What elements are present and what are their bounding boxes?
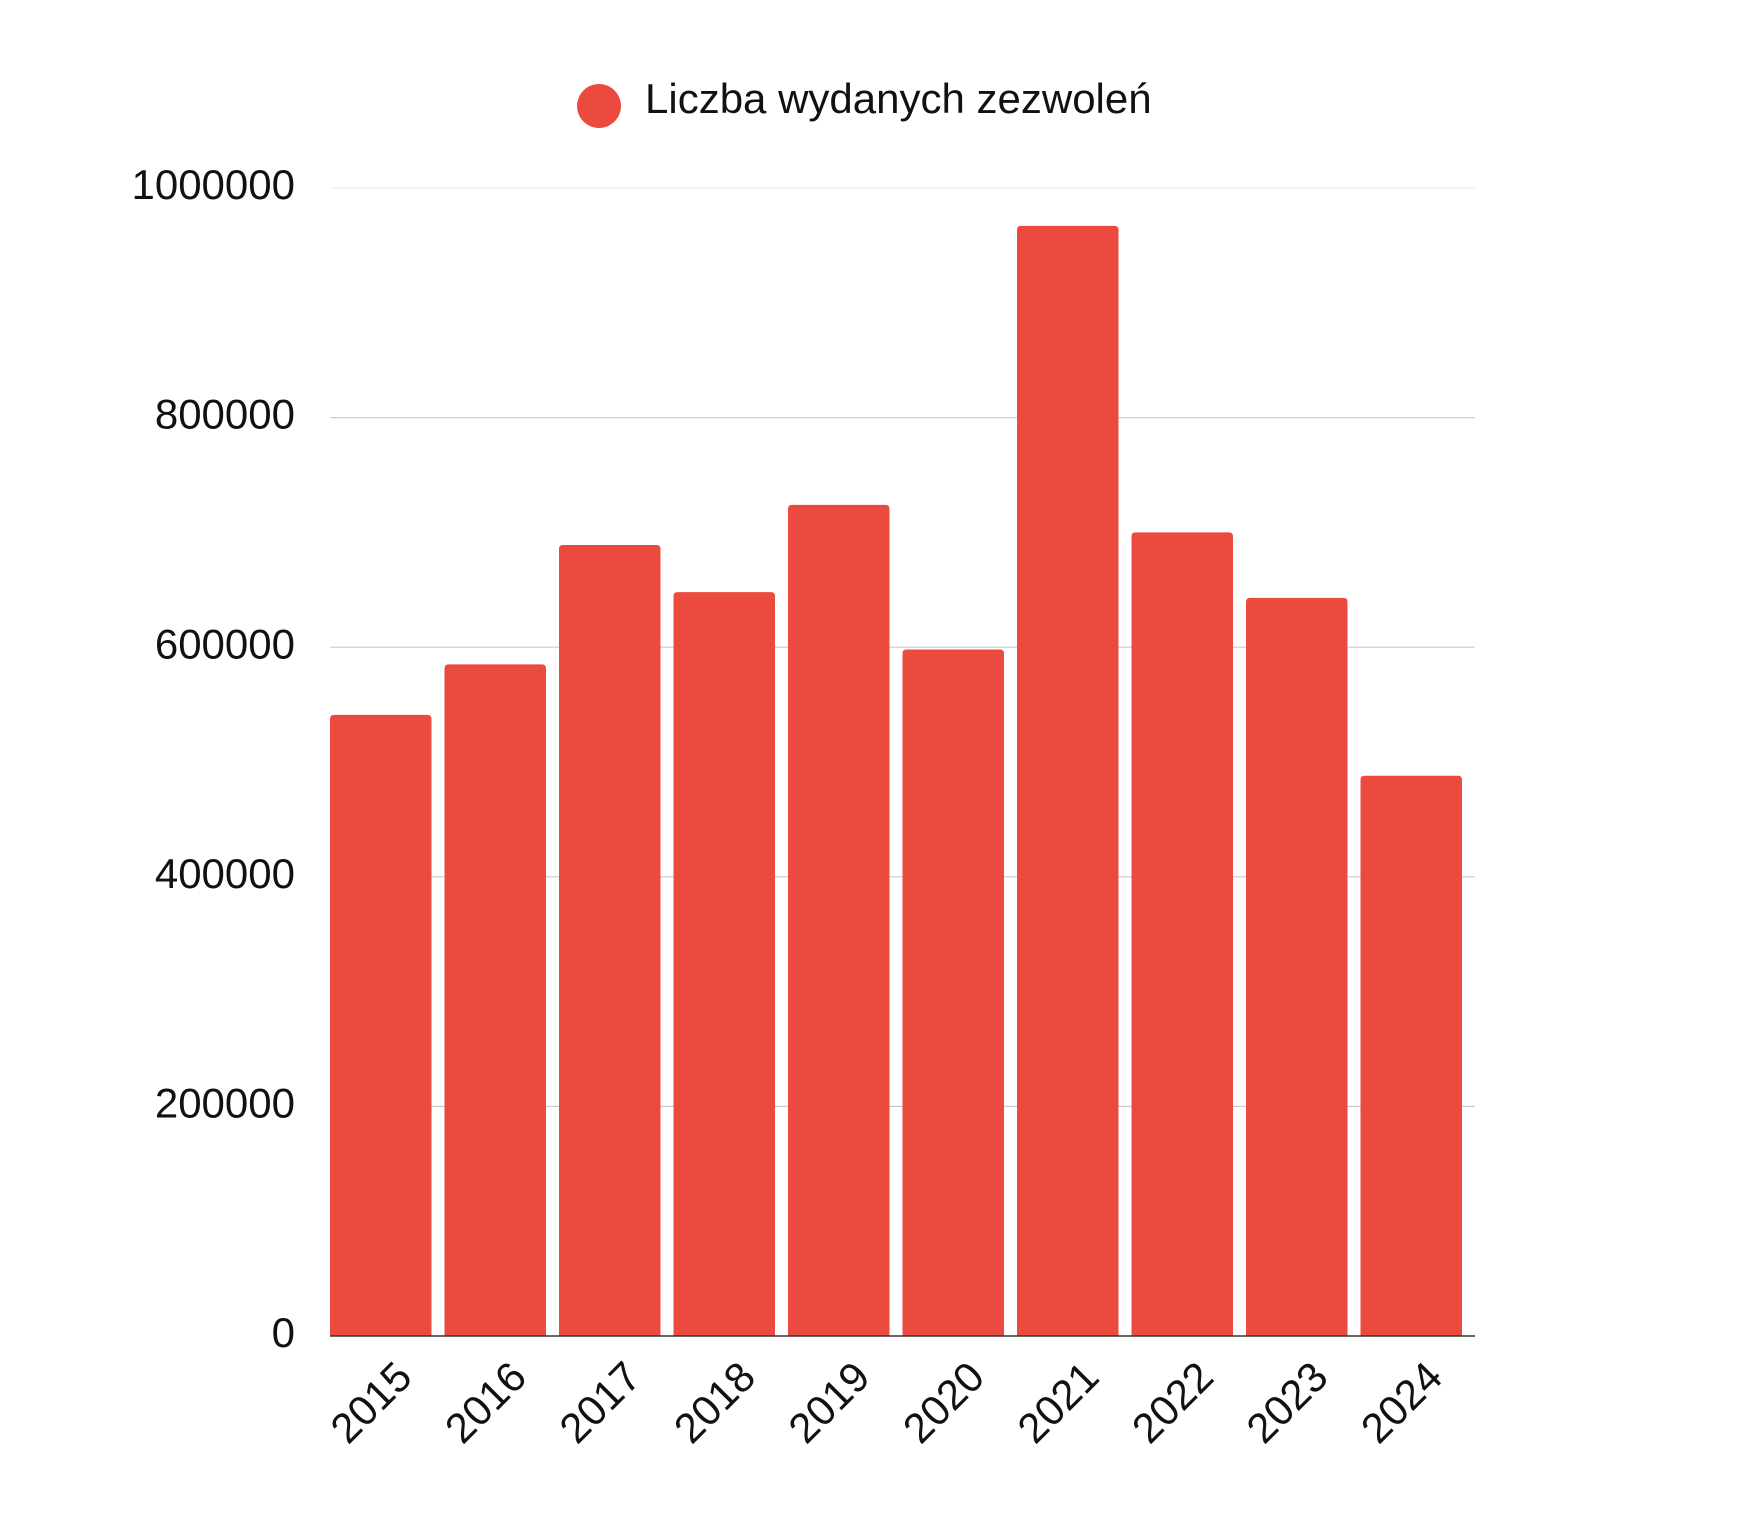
legend-swatch	[577, 84, 621, 128]
bar-2016	[444, 664, 546, 1336]
x-tick-label: 2017	[550, 1353, 649, 1452]
x-tick-label: 2023	[1237, 1353, 1336, 1452]
x-tick-label: 2018	[665, 1353, 764, 1452]
bar-2020	[902, 649, 1004, 1336]
y-tick-label: 600000	[155, 620, 295, 667]
legend-label: Liczba wydanych zezwoleń	[645, 75, 1152, 122]
x-tick-label: 2024	[1352, 1353, 1451, 1452]
bars	[330, 225, 1462, 1336]
x-tick-label: 2016	[436, 1353, 535, 1452]
bar-2021	[1017, 225, 1119, 1336]
bar-2015	[330, 714, 432, 1336]
y-tick-label: 800000	[155, 391, 295, 438]
y-tick-label: 0	[272, 1309, 295, 1356]
x-tick-label: 2021	[1008, 1353, 1107, 1452]
y-axis-ticks: 0 200000 400000 600000 800000 1000000	[131, 161, 295, 1356]
x-tick-label: 2022	[1123, 1353, 1222, 1452]
y-tick-label: 1000000	[131, 161, 295, 208]
bar-2019	[788, 504, 890, 1336]
x-axis-ticks: 2015 2016 2017 2018 2019 2020 2021 2022 2023 2024	[321, 1353, 1451, 1452]
x-tick-label: 2019	[779, 1353, 878, 1452]
bar-2024	[1360, 775, 1462, 1336]
x-tick-label: 2015	[321, 1353, 420, 1452]
bar-2017	[559, 545, 661, 1336]
x-tick-label: 2020	[894, 1353, 993, 1452]
bar-2022	[1131, 532, 1233, 1336]
y-tick-label: 400000	[155, 850, 295, 897]
bar-2018	[673, 592, 775, 1336]
bar-2023	[1246, 597, 1348, 1336]
legend: Liczba wydanych zezwoleń	[577, 75, 1152, 128]
y-tick-label: 200000	[155, 1079, 295, 1126]
